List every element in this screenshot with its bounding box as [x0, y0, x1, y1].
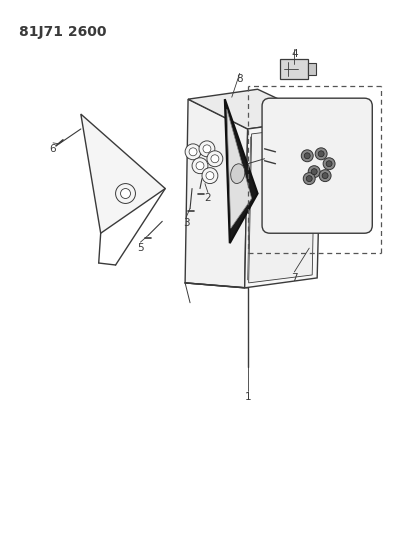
Circle shape [189, 148, 197, 156]
Circle shape [308, 166, 320, 177]
Circle shape [318, 151, 324, 157]
Circle shape [303, 173, 315, 184]
Circle shape [323, 158, 335, 169]
Circle shape [326, 161, 332, 167]
Ellipse shape [231, 164, 245, 183]
Circle shape [311, 168, 317, 175]
Circle shape [301, 150, 313, 161]
Text: 1: 1 [244, 392, 251, 402]
Circle shape [202, 168, 218, 183]
Circle shape [211, 155, 219, 163]
Circle shape [121, 189, 131, 198]
FancyBboxPatch shape [262, 98, 372, 233]
Text: 2: 2 [205, 193, 211, 204]
Text: 3: 3 [183, 219, 189, 228]
Circle shape [304, 153, 310, 159]
Circle shape [315, 148, 327, 160]
FancyBboxPatch shape [308, 63, 316, 75]
Polygon shape [245, 119, 321, 288]
Text: 6: 6 [50, 144, 57, 154]
Polygon shape [225, 99, 258, 243]
Circle shape [199, 141, 215, 157]
Circle shape [207, 151, 223, 167]
Circle shape [319, 169, 331, 182]
Text: 5: 5 [137, 243, 144, 253]
Text: 81J71 2600: 81J71 2600 [19, 25, 107, 39]
Polygon shape [227, 109, 252, 228]
Text: 8: 8 [236, 74, 243, 84]
Polygon shape [185, 99, 248, 288]
Circle shape [203, 145, 211, 153]
Circle shape [206, 172, 214, 180]
Circle shape [115, 183, 135, 204]
Polygon shape [81, 114, 165, 233]
Circle shape [196, 161, 204, 169]
Circle shape [185, 144, 201, 160]
Polygon shape [188, 89, 321, 129]
Circle shape [306, 176, 312, 182]
FancyBboxPatch shape [281, 60, 308, 79]
Circle shape [192, 158, 208, 174]
Circle shape [322, 173, 328, 179]
Text: 7: 7 [291, 273, 298, 283]
Polygon shape [249, 126, 315, 283]
Text: 4: 4 [291, 50, 298, 60]
